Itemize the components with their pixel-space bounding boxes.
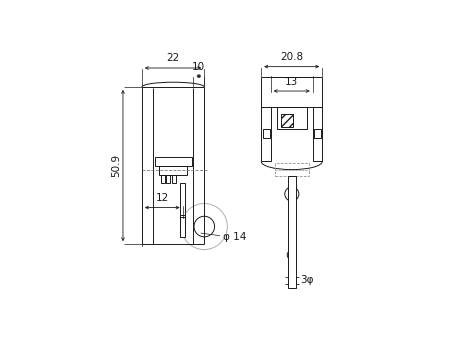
Bar xyxy=(180,183,185,217)
Bar xyxy=(180,215,185,237)
Bar xyxy=(261,77,322,107)
Text: 3φ: 3φ xyxy=(300,275,314,285)
Bar xyxy=(159,165,187,175)
Text: 50.9: 50.9 xyxy=(111,154,121,177)
Text: 13: 13 xyxy=(285,77,298,87)
Bar xyxy=(161,175,165,183)
Bar xyxy=(281,114,293,127)
Bar xyxy=(155,157,192,165)
Bar xyxy=(142,87,204,244)
Bar xyxy=(313,107,322,162)
Bar xyxy=(263,129,270,138)
Bar xyxy=(261,107,271,162)
Text: 20.8: 20.8 xyxy=(280,52,303,62)
Text: 22: 22 xyxy=(166,53,180,63)
Bar xyxy=(277,107,307,129)
Text: φ 14: φ 14 xyxy=(223,232,247,243)
Bar xyxy=(288,176,296,288)
Text: 12: 12 xyxy=(156,193,169,203)
Bar xyxy=(166,175,171,183)
Bar xyxy=(275,163,309,176)
Bar xyxy=(172,175,176,183)
Text: 10: 10 xyxy=(192,62,205,72)
Bar xyxy=(314,129,321,138)
